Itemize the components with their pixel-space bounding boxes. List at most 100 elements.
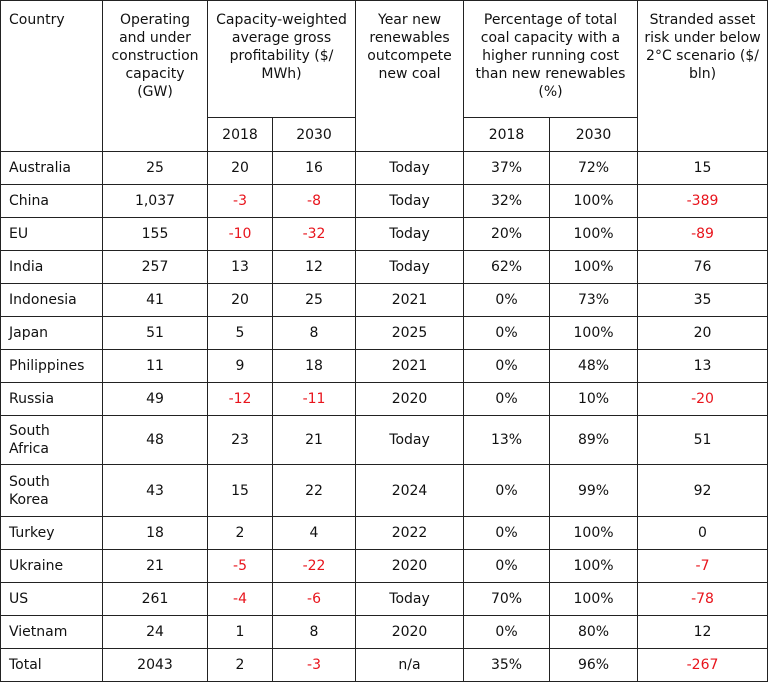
value-cell: 20 — [207, 151, 273, 185]
value-cell: 48% — [549, 349, 639, 383]
value-cell: 25 — [102, 151, 208, 185]
country-cell: Philippines — [0, 349, 103, 383]
header-row: Country Operating and under construction… — [0, 0, 768, 152]
value-cell: 43 — [102, 464, 208, 517]
value-cell: 89% — [549, 415, 639, 465]
value-cell: 4 — [271, 516, 357, 550]
value-cell: 35% — [463, 648, 551, 682]
subheader-row: 2018 2030 2018 2030 — [1, 117, 768, 152]
country-cell: India — [0, 250, 103, 284]
table-row: China 1,037 -3 -8 Today 32% 100% -389 — [0, 184, 768, 218]
value-cell: -5 — [207, 549, 273, 583]
value-cell: 0% — [463, 516, 551, 550]
value-cell: 21 — [102, 549, 208, 583]
value-cell: 257 — [102, 250, 208, 284]
header-cell: Country — [0, 0, 103, 152]
country-cell: South Korea — [0, 464, 103, 517]
value-cell: Today — [355, 217, 465, 251]
value-cell: 2025 — [355, 316, 465, 350]
country-cell: Russia — [0, 382, 103, 416]
country-cell: US — [0, 582, 103, 616]
value-cell: 0% — [463, 549, 551, 583]
header-cell: Capacity-weighted average gross profitab… — [206, 0, 357, 118]
country-name: Total — [9, 657, 42, 673]
value-cell: 2020 — [355, 615, 465, 649]
table-row: Russia 49 -12 -11 2020 0% 10% -20 — [0, 382, 768, 416]
value-cell: 11 — [102, 349, 208, 383]
value-cell: 35 — [637, 283, 768, 317]
value-cell: -7 — [637, 549, 768, 583]
table-row: Philippines 11 9 18 2021 0% 48% 13 — [0, 349, 768, 383]
value-cell: 18 — [271, 349, 357, 383]
value-cell: 2024 — [355, 464, 465, 517]
country-name: Vietnam — [9, 624, 68, 640]
value-cell: 100% — [549, 316, 639, 350]
country-name: South Africa — [9, 423, 50, 457]
table-row: Vietnam 24 1 8 2020 0% 80% 12 — [0, 615, 768, 649]
table-row: Ukraine 21 -5 -22 2020 0% 100% -7 — [0, 549, 768, 583]
value-cell: 48 — [102, 415, 208, 465]
value-cell: Today — [355, 250, 465, 284]
value-cell: Today — [355, 151, 465, 185]
subheader-cell: 2018 — [207, 117, 273, 152]
value-cell: 20 — [207, 283, 273, 317]
value-cell: 8 — [271, 615, 357, 649]
value-cell: 37% — [463, 151, 551, 185]
value-cell: 72% — [549, 151, 639, 185]
value-cell: 0% — [463, 615, 551, 649]
value-cell: 2021 — [355, 349, 465, 383]
subheader-cell: 2018 — [463, 117, 551, 152]
value-cell: -8 — [271, 184, 357, 218]
value-cell: 51 — [102, 316, 208, 350]
value-cell: 0 — [637, 516, 768, 550]
table-row: Total 2043 2 -3 n/a 35% 96% -267 — [0, 648, 768, 682]
country-cell: Vietnam — [0, 615, 103, 649]
country-name: Australia — [9, 160, 71, 176]
country-cell: China — [0, 184, 103, 218]
table-row: EU 155 -10 -32 Today 20% 100% -89 — [0, 217, 768, 251]
value-cell: 80% — [549, 615, 639, 649]
value-cell: 0% — [463, 349, 551, 383]
country-name: EU — [9, 226, 29, 242]
value-cell: 100% — [549, 549, 639, 583]
value-cell: 25 — [271, 283, 357, 317]
country-name: Philippines — [9, 358, 85, 374]
value-cell: -389 — [637, 184, 768, 218]
header-cell: Operating and under construction capacit… — [102, 0, 208, 152]
value-cell: 13 — [207, 250, 273, 284]
country-name: India — [9, 259, 44, 275]
value-cell: 2 — [207, 516, 273, 550]
value-cell: 100% — [549, 582, 639, 616]
country-name: Ukraine — [9, 558, 64, 574]
value-cell: 2020 — [355, 549, 465, 583]
value-cell: -78 — [637, 582, 768, 616]
value-cell: 62% — [463, 250, 551, 284]
subheader-cell: 2030 — [549, 117, 639, 152]
table-row: US 261 -4 -6 Today 70% 100% -78 — [0, 582, 768, 616]
country-cell: South Africa — [0, 415, 103, 465]
subheader-cell: 2030 — [271, 117, 357, 152]
value-cell: 20% — [463, 217, 551, 251]
value-cell: 100% — [549, 217, 639, 251]
country-name: Indonesia — [9, 292, 77, 308]
value-cell: 49 — [102, 382, 208, 416]
value-cell: -10 — [207, 217, 273, 251]
value-cell: 100% — [549, 184, 639, 218]
value-cell: 0% — [463, 316, 551, 350]
table-body: Australia 25 20 16 Today 37% 72% 15 China 1,037 -3… — [0, 151, 768, 682]
value-cell: 2043 — [102, 648, 208, 682]
value-cell: 155 — [102, 217, 208, 251]
value-cell: Today — [355, 184, 465, 218]
country-name: South Korea — [9, 473, 50, 508]
value-cell: 0% — [463, 464, 551, 517]
value-cell: 100% — [549, 250, 639, 284]
value-cell: 13 — [637, 349, 768, 383]
value-cell: -89 — [637, 217, 768, 251]
country-cell: Ukraine — [0, 549, 103, 583]
value-cell: 73% — [549, 283, 639, 317]
country-cell: Australia — [0, 151, 103, 185]
table-row: Turkey 18 2 4 2022 0% 100% 0 — [0, 516, 768, 550]
value-cell: -3 — [271, 648, 357, 682]
value-cell: 100% — [549, 516, 639, 550]
